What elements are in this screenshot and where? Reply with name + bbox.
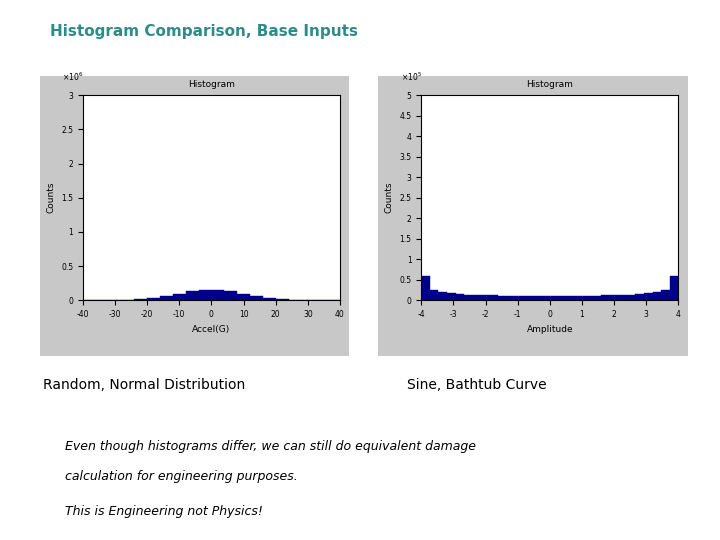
Text: Sine, Bathtub Curve: Sine, Bathtub Curve <box>407 378 546 392</box>
Bar <box>250 296 263 300</box>
Bar <box>430 290 438 300</box>
Bar <box>464 295 473 300</box>
Bar <box>447 293 456 300</box>
Text: $\times\mathregular{10}^{\mathregular{6}}$: $\times\mathregular{10}^{\mathregular{6}… <box>63 71 84 83</box>
Bar <box>584 296 593 300</box>
Bar <box>610 295 618 300</box>
Bar <box>490 295 498 300</box>
Bar <box>199 289 212 300</box>
Bar <box>438 292 447 300</box>
Bar <box>516 296 524 300</box>
Title: Histogram: Histogram <box>526 80 573 89</box>
Bar <box>670 276 678 300</box>
Bar <box>237 294 250 300</box>
Bar <box>618 295 627 300</box>
Bar <box>160 296 173 300</box>
Text: Random, Normal Distribution: Random, Normal Distribution <box>43 378 246 392</box>
Bar <box>456 294 464 300</box>
Bar <box>652 292 661 300</box>
Bar <box>601 295 610 300</box>
Y-axis label: Counts: Counts <box>47 182 55 213</box>
X-axis label: Accel(G): Accel(G) <box>192 325 230 334</box>
Bar <box>627 295 636 300</box>
Bar <box>507 296 516 300</box>
Bar <box>421 276 430 300</box>
Bar <box>524 296 533 300</box>
Text: Histogram Comparison, Base Inputs: Histogram Comparison, Base Inputs <box>50 24 359 39</box>
Bar <box>263 298 276 300</box>
Bar <box>661 290 670 300</box>
Bar <box>276 299 289 300</box>
Bar <box>224 291 237 300</box>
Y-axis label: Counts: Counts <box>385 182 394 213</box>
Bar <box>559 296 567 300</box>
Text: This is Engineering not Physics!: This is Engineering not Physics! <box>65 505 263 518</box>
Bar <box>498 295 507 300</box>
Bar <box>481 295 490 300</box>
Bar <box>541 296 550 300</box>
Bar <box>550 296 559 300</box>
Text: calculation for engineering purposes.: calculation for engineering purposes. <box>65 470 297 483</box>
Bar <box>147 298 160 300</box>
Bar <box>186 291 199 300</box>
Bar <box>135 299 147 300</box>
Bar <box>473 295 481 300</box>
Text: Even though histograms differ, we can still do equivalent damage: Even though histograms differ, we can st… <box>65 440 476 453</box>
Bar <box>575 296 584 300</box>
Bar <box>567 296 575 300</box>
Text: $\times\mathregular{10}^{\mathregular{5}}$: $\times\mathregular{10}^{\mathregular{5}… <box>401 71 422 83</box>
Bar <box>644 293 652 300</box>
X-axis label: Amplitude: Amplitude <box>526 325 573 334</box>
Bar <box>593 295 601 300</box>
Bar <box>173 294 186 300</box>
Bar <box>212 289 224 300</box>
Bar <box>636 294 644 300</box>
Bar <box>533 296 541 300</box>
Title: Histogram: Histogram <box>188 80 235 89</box>
